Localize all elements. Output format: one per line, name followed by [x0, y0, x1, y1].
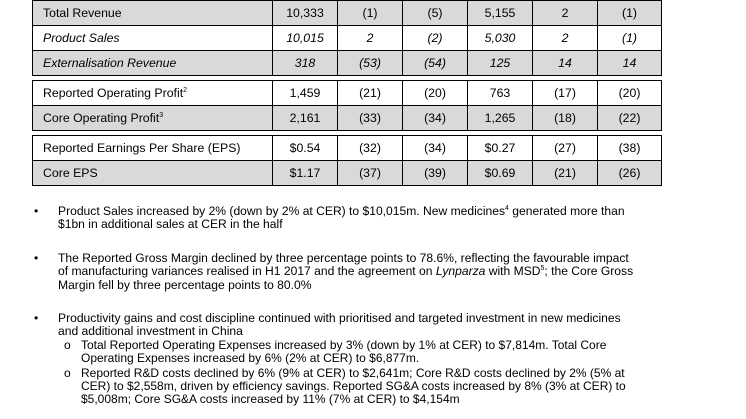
- text: and additional investment in China: [58, 324, 243, 339]
- sub-bullet-operating-expenses: Total Reported Operating Expenses increa…: [81, 339, 661, 365]
- table-body: Total Revenue 10,333 (1) (5) 5,155 2 (1) Produc…: [32, 0, 662, 186]
- table-cell: (5): [402, 0, 468, 26]
- table-cell: (1): [337, 0, 403, 26]
- table-cell: 10,015: [272, 25, 338, 51]
- row-label-text: Reported Operating Profit: [43, 86, 184, 100]
- row-label-text: Core Operating Profit: [43, 111, 160, 125]
- text: CER) to $2,558m, driven by efficiency sa…: [81, 379, 626, 393]
- table-cell: 14: [532, 50, 598, 76]
- table-cell: (20): [597, 80, 662, 106]
- row-label-text: Core EPS: [43, 166, 98, 180]
- table-cell: 763: [467, 80, 533, 106]
- footnote-ref: 2: [183, 87, 188, 94]
- table-cell: (2): [402, 25, 468, 51]
- table-cell: (21): [532, 160, 598, 186]
- table-cell: 1,459: [272, 80, 338, 106]
- table-cell: 1,265: [467, 105, 533, 131]
- text: generated more than: [508, 204, 625, 218]
- row-label: Product Sales: [32, 25, 273, 51]
- table-cell: (22): [597, 105, 662, 131]
- row-label: Externalisation Revenue: [32, 50, 273, 76]
- row-label: Core Operating Profit3: [32, 105, 273, 131]
- table-cell: (27): [532, 135, 598, 161]
- table-cell: (33): [337, 105, 403, 131]
- footnote-ref: 4: [505, 205, 509, 212]
- table-cell: (53): [337, 50, 403, 76]
- table-cell: (17): [532, 80, 598, 106]
- table-cell: (32): [337, 135, 403, 161]
- sub-bullet-marker: o: [64, 338, 71, 352]
- sub-bullet-rd-sga-costs: Reported R&D costs declined by 6% (9% at…: [81, 367, 661, 406]
- table-cell: 318: [272, 50, 338, 76]
- table-row: Total Revenue 10,333 (1) (5) 5,155 2 (1): [32, 0, 662, 26]
- row-label-text: Total Revenue: [43, 6, 122, 20]
- table-cell: (26): [597, 160, 662, 186]
- table-cell: 125: [467, 50, 533, 76]
- row-label: Core EPS: [32, 160, 273, 186]
- table-cell: 2,161: [272, 105, 338, 131]
- text: The Reported Gross Margin declined by th…: [58, 251, 629, 265]
- table-cell: (18): [532, 105, 598, 131]
- table-cell: (38): [597, 135, 662, 161]
- table-cell: (39): [402, 160, 468, 186]
- table-cell: (21): [337, 80, 403, 106]
- text: $1bn in additional sales at CER in the h…: [58, 217, 283, 232]
- financial-table: Total Revenue 10,333 (1) (5) 5,155 2 (1) Produc…: [32, 0, 662, 186]
- row-label: Reported Operating Profit2: [32, 80, 273, 106]
- table-row: Core Operating Profit3 2,161 (33) (34) 1,265…: [32, 105, 662, 131]
- table-cell: 14: [597, 50, 662, 76]
- table-cell: (1): [597, 0, 662, 26]
- table-cell: 10,333: [272, 0, 338, 26]
- text: Product Sales increased by 2% (down by 2…: [58, 204, 506, 218]
- text: ; the Core Gross: [544, 264, 634, 279]
- text: of manufacturing variances realised in H…: [58, 264, 436, 279]
- footnote-ref: 3: [159, 112, 164, 119]
- table-cell: $0.27: [467, 135, 533, 161]
- table-cell: $0.54: [272, 135, 338, 161]
- table-cell: (34): [402, 135, 468, 161]
- table-cell: $0.69: [467, 160, 533, 186]
- table-row: Externalisation Revenue 318 (53) (54) 125 14 1…: [32, 50, 662, 76]
- table-row: Product Sales 10,015 2 (2) 5,030 2 (1): [32, 25, 662, 51]
- row-label-text: Product Sales: [43, 31, 120, 45]
- table-row: Reported Operating Profit2 1,459 (21) (20) 7…: [32, 80, 662, 106]
- drug-name: Lynparza: [435, 264, 486, 279]
- table-cell: 5,155: [467, 0, 533, 26]
- table-cell: (34): [402, 105, 468, 131]
- table-cell: (54): [402, 50, 468, 76]
- text: Margin fell by three percentage points t…: [58, 277, 312, 292]
- row-label-text: Externalisation Revenue: [43, 56, 177, 70]
- bullet-productivity: Productivity gains and cost discipline c…: [58, 311, 658, 339]
- table-cell: (1): [597, 25, 662, 51]
- table-cell: (20): [402, 80, 468, 106]
- bullet-marker: •: [34, 204, 39, 218]
- sub-bullet-marker: o: [64, 366, 71, 380]
- text: with MSD: [485, 264, 541, 279]
- table-row: Reported Earnings Per Share (EPS) $0.54 (3…: [32, 135, 662, 161]
- table-row: Core EPS $1.17 (37) (39) $0.69 (21) (26): [32, 160, 662, 186]
- text: Reported R&D costs declined by 6% (9% at…: [81, 366, 625, 380]
- row-label-text: Reported Earnings Per Share (EPS): [43, 141, 241, 155]
- text: Productivity gains and cost discipline c…: [58, 311, 621, 325]
- table-cell: 2: [532, 25, 598, 51]
- table-cell: (37): [337, 160, 403, 186]
- table-cell: 2: [532, 0, 598, 26]
- footnote-ref: 5: [540, 265, 545, 273]
- row-label: Reported Earnings Per Share (EPS): [32, 135, 273, 161]
- bullet-marker: •: [34, 311, 39, 325]
- bullet-marker: •: [34, 251, 39, 265]
- table-cell: 2: [337, 25, 403, 51]
- text: Operating Expenses increased by 6% (2% a…: [81, 351, 420, 365]
- bullet-gross-margin: The Reported Gross Margin declined by th…: [58, 251, 658, 292]
- text: Total Reported Operating Expenses increa…: [81, 338, 607, 352]
- text: $5,008m; Core SG&A costs increased by 11…: [81, 392, 460, 406]
- table-cell: 5,030: [467, 25, 533, 51]
- row-label: Total Revenue: [32, 0, 273, 26]
- bullet-product-sales: Product Sales increased by 2% (down by 2…: [58, 204, 658, 232]
- table-cell: $1.17: [272, 160, 338, 186]
